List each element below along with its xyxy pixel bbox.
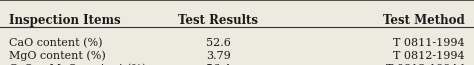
Text: MgO content (%): MgO content (%) [9,51,106,61]
Text: T 0813-1994d: T 0813-1994d [386,64,465,65]
Text: 3.79: 3.79 [206,51,230,61]
Text: 52.6: 52.6 [206,38,230,48]
Text: Inspection Items: Inspection Items [9,14,121,27]
Text: Test Method: Test Method [383,14,465,27]
Text: 56.4: 56.4 [206,64,230,65]
Text: Test Results: Test Results [178,14,258,27]
Text: T 0811-1994: T 0811-1994 [393,38,465,48]
Text: CaO + MgO content (%): CaO + MgO content (%) [9,64,147,65]
Text: CaO content (%): CaO content (%) [9,38,103,48]
Text: T 0812-1994: T 0812-1994 [393,51,465,61]
